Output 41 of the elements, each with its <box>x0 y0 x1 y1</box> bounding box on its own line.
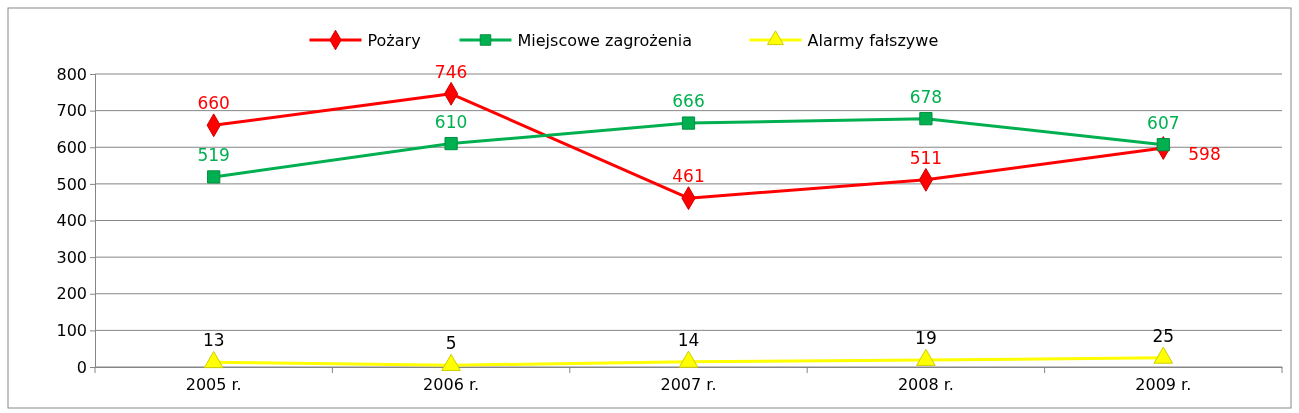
x-tick-label: 2005 r. <box>185 375 242 395</box>
x-tick-label: 2009 r. <box>1135 375 1192 395</box>
legend-label: Miejscowe zagrożenia <box>517 31 692 50</box>
data-label: 746 <box>434 61 468 82</box>
data-label: 598 <box>1188 143 1221 164</box>
data-label: 511 <box>909 147 943 168</box>
point <box>1153 346 1174 364</box>
data-label: 678 <box>909 86 943 107</box>
y-tick-label: 800 <box>56 64 87 84</box>
x-tick-label: 2008 r. <box>897 375 954 395</box>
data-label: 607 <box>1147 112 1180 133</box>
data-label: 666 <box>672 91 705 112</box>
y-tick-label: 200 <box>56 284 87 304</box>
data-label: 519 <box>197 144 230 165</box>
data-label: 610 <box>434 111 468 132</box>
point <box>203 350 224 369</box>
point <box>444 136 458 151</box>
y-tick-label: 300 <box>56 247 87 267</box>
point <box>681 116 696 130</box>
y-tick-label: 100 <box>56 320 87 340</box>
data-label: 461 <box>672 166 705 187</box>
point <box>916 348 936 366</box>
data-label: 19 <box>915 328 937 349</box>
data-label: 25 <box>1152 325 1175 346</box>
legend-label: Pożary <box>367 31 421 50</box>
point <box>678 350 699 368</box>
y-tick-label: 0 <box>76 357 87 377</box>
data-label: 5 <box>445 333 457 354</box>
point <box>441 353 461 372</box>
data-label: 13 <box>202 330 225 351</box>
data-label: 14 <box>677 329 700 350</box>
legend-label: Alarmy fałszywe <box>807 31 939 50</box>
point <box>919 112 933 126</box>
y-tick-label: 600 <box>56 137 87 157</box>
y-tick-label: 700 <box>56 101 87 121</box>
x-tick-label: 2006 r. <box>423 375 480 395</box>
data-label: 660 <box>197 93 230 114</box>
y-tick-label: 400 <box>56 211 87 231</box>
x-tick-label: 2007 r. <box>660 375 717 395</box>
y-tick-label: 500 <box>56 174 87 194</box>
point <box>207 170 221 184</box>
